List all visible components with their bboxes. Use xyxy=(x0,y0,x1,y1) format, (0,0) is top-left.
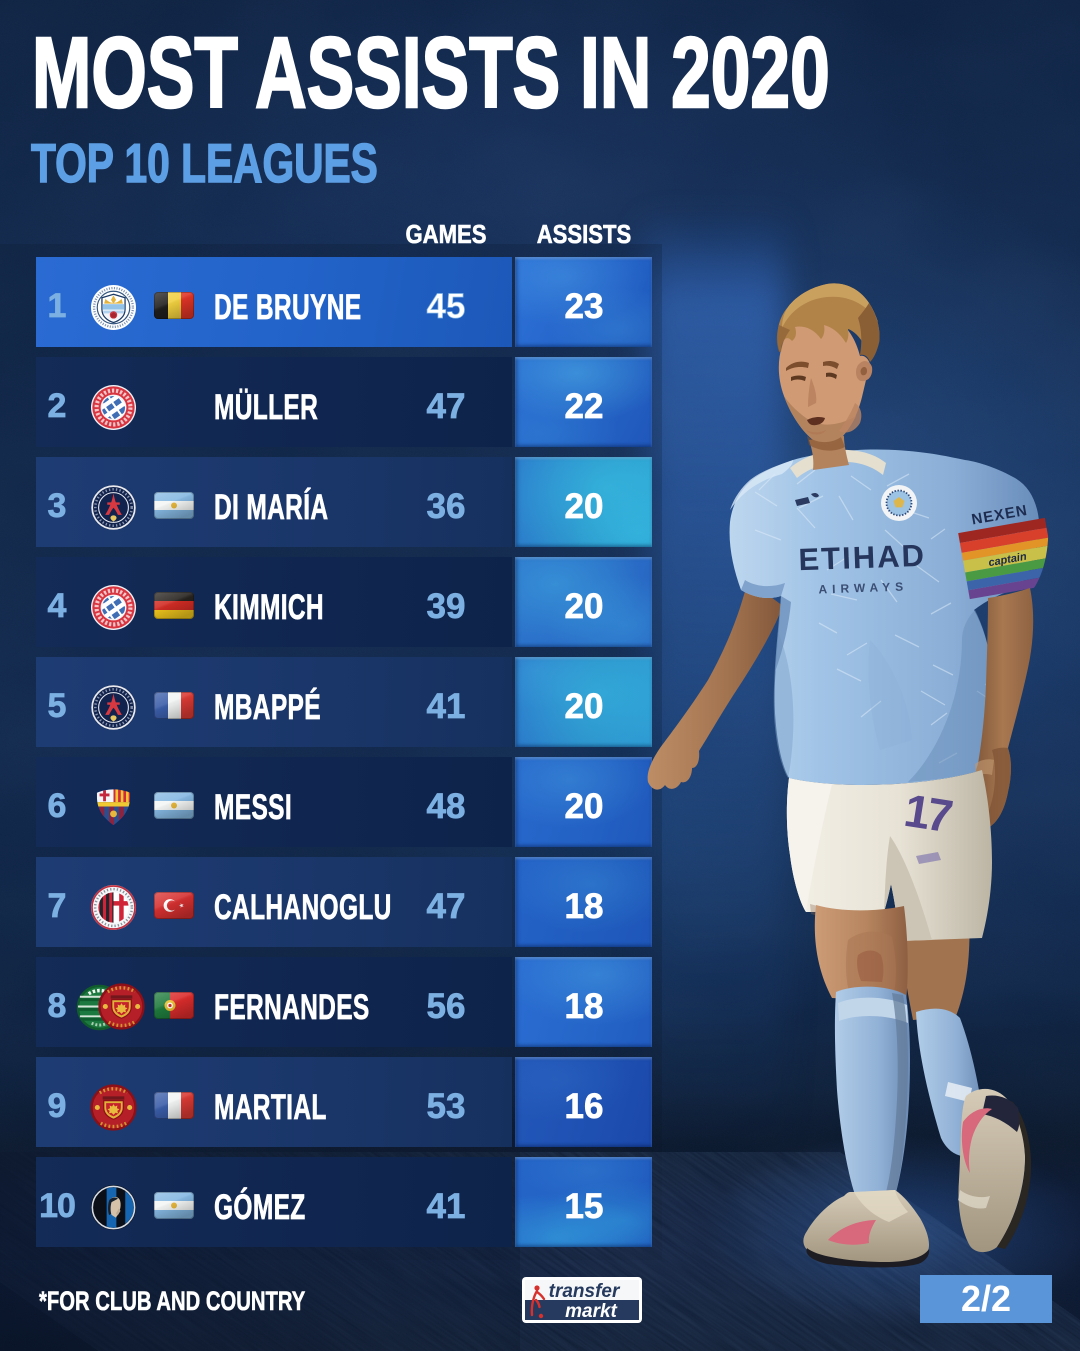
svg-text:markt: markt xyxy=(565,1301,617,1322)
svg-text:transfer: transfer xyxy=(549,1281,621,1302)
svg-text:ETIHAD: ETIHAD xyxy=(798,538,927,577)
svg-text:17: 17 xyxy=(901,784,955,843)
svg-text:AIRWAYS: AIRWAYS xyxy=(818,579,908,596)
